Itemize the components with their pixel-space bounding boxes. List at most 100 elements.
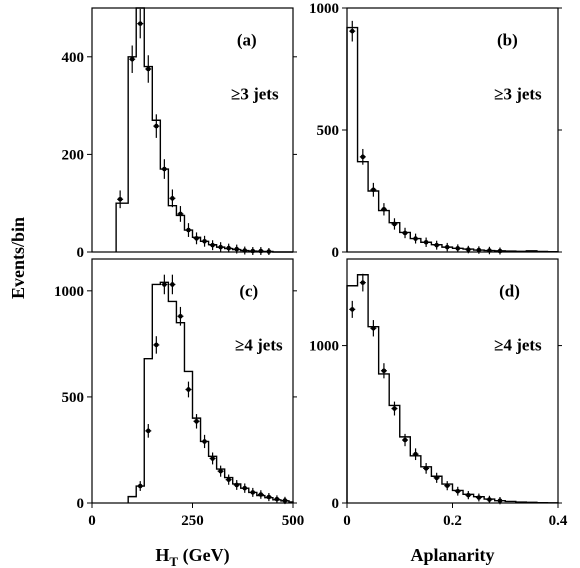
data-point [487, 497, 492, 502]
data-point [434, 475, 439, 481]
y-tick-label: 0 [332, 245, 340, 261]
data-point [497, 248, 503, 254]
histogram-line [346, 274, 559, 504]
data-point [137, 483, 143, 489]
jets-annotation: ≥4 jets [235, 335, 283, 354]
histogram-line [346, 26, 559, 253]
x-tick-label: 0 [343, 513, 351, 529]
y-tick-label: 400 [62, 50, 85, 66]
x-tick-label: 0 [88, 513, 96, 529]
data-point [444, 244, 450, 250]
data-point [360, 280, 366, 285]
data-point [381, 368, 387, 374]
data-point [129, 56, 135, 62]
data-point [202, 238, 207, 244]
data-point [476, 247, 482, 253]
data-point [266, 494, 272, 500]
jets-annotation: ≥4 jets [494, 335, 542, 354]
data-point [137, 21, 143, 26]
y-tick-label: 1000 [54, 284, 84, 300]
data-point [381, 207, 387, 212]
panel-label: (a) [237, 31, 257, 50]
data-point [162, 166, 167, 172]
jets-annotation: ≥3 jets [494, 84, 542, 103]
data-point [242, 485, 248, 491]
data-point [497, 498, 503, 503]
data-point [202, 439, 207, 444]
data-point [242, 248, 248, 253]
data-point [234, 246, 240, 252]
data-point [392, 406, 397, 411]
y-tick-label: 0 [77, 245, 85, 261]
data-point [162, 282, 167, 287]
data-point [218, 468, 223, 474]
y-axis-label: Events/bin [8, 217, 28, 299]
panel-frame [91, 7, 294, 253]
x-axis-label: Aplanarity [410, 545, 494, 565]
data-point [226, 477, 231, 482]
data-point [226, 245, 231, 251]
panel-label: (d) [499, 282, 520, 301]
data-point [250, 248, 256, 254]
data-point [466, 492, 471, 498]
panel-frame [346, 7, 559, 253]
y-tick-label: 500 [317, 123, 340, 139]
panel-b: 0 500 1000 (b) ≥3 jets [309, 1, 562, 261]
data-point [371, 187, 376, 193]
data-point [186, 387, 191, 392]
data-point [117, 196, 123, 202]
panel-label: (c) [239, 282, 258, 301]
data-point [349, 28, 355, 34]
data-point [402, 437, 408, 443]
data-point [210, 456, 215, 461]
data-point [455, 246, 461, 251]
data-point [392, 221, 397, 227]
y-tick-label: 500 [62, 390, 85, 406]
data-point [444, 483, 450, 488]
data-point [145, 428, 151, 434]
data-point [145, 66, 151, 72]
data-point [455, 488, 461, 494]
data-point [266, 249, 272, 254]
data-point [186, 227, 191, 233]
y-tick-label: 1000 [309, 1, 339, 17]
data-point [170, 196, 175, 201]
y-tick-label: 200 [62, 147, 85, 163]
data-point [210, 242, 215, 248]
data-point [434, 242, 439, 248]
data-point [218, 244, 223, 250]
data-point [413, 236, 418, 241]
x-tick-label: 250 [181, 513, 204, 529]
data-point [194, 419, 199, 424]
data-point [466, 247, 471, 252]
data-point [178, 211, 183, 217]
x-tick-label: 0.4 [549, 513, 568, 529]
data-point [282, 498, 288, 503]
data-point [413, 451, 418, 457]
panel-frame [346, 258, 559, 504]
data-point [194, 236, 199, 241]
data-point [371, 325, 376, 331]
data-point [258, 248, 264, 254]
data-point [349, 307, 355, 312]
data-point [170, 282, 175, 287]
data-point [178, 313, 183, 319]
jets-annotation: ≥3 jets [231, 84, 279, 103]
y-tick-label: 0 [332, 496, 340, 512]
data-point [154, 123, 159, 129]
data-point [258, 492, 264, 497]
panel-a: 0 200 400 (a) ≥3 jets [62, 7, 297, 261]
data-point [274, 496, 280, 502]
data-point [250, 490, 256, 495]
panel-label: (b) [497, 31, 518, 50]
histogram-line [127, 281, 294, 503]
data-point [487, 248, 492, 253]
panel-c: 0 500 1000 0 250 500 (c) ≥4 jets HT (GeV) [54, 258, 305, 568]
y-tick-label: 0 [77, 496, 85, 512]
x-tick-label: 500 [282, 513, 305, 529]
y-tick-label: 1000 [309, 339, 339, 355]
data-point [423, 466, 429, 471]
data-point [423, 239, 429, 245]
histogram-line [115, 7, 293, 253]
